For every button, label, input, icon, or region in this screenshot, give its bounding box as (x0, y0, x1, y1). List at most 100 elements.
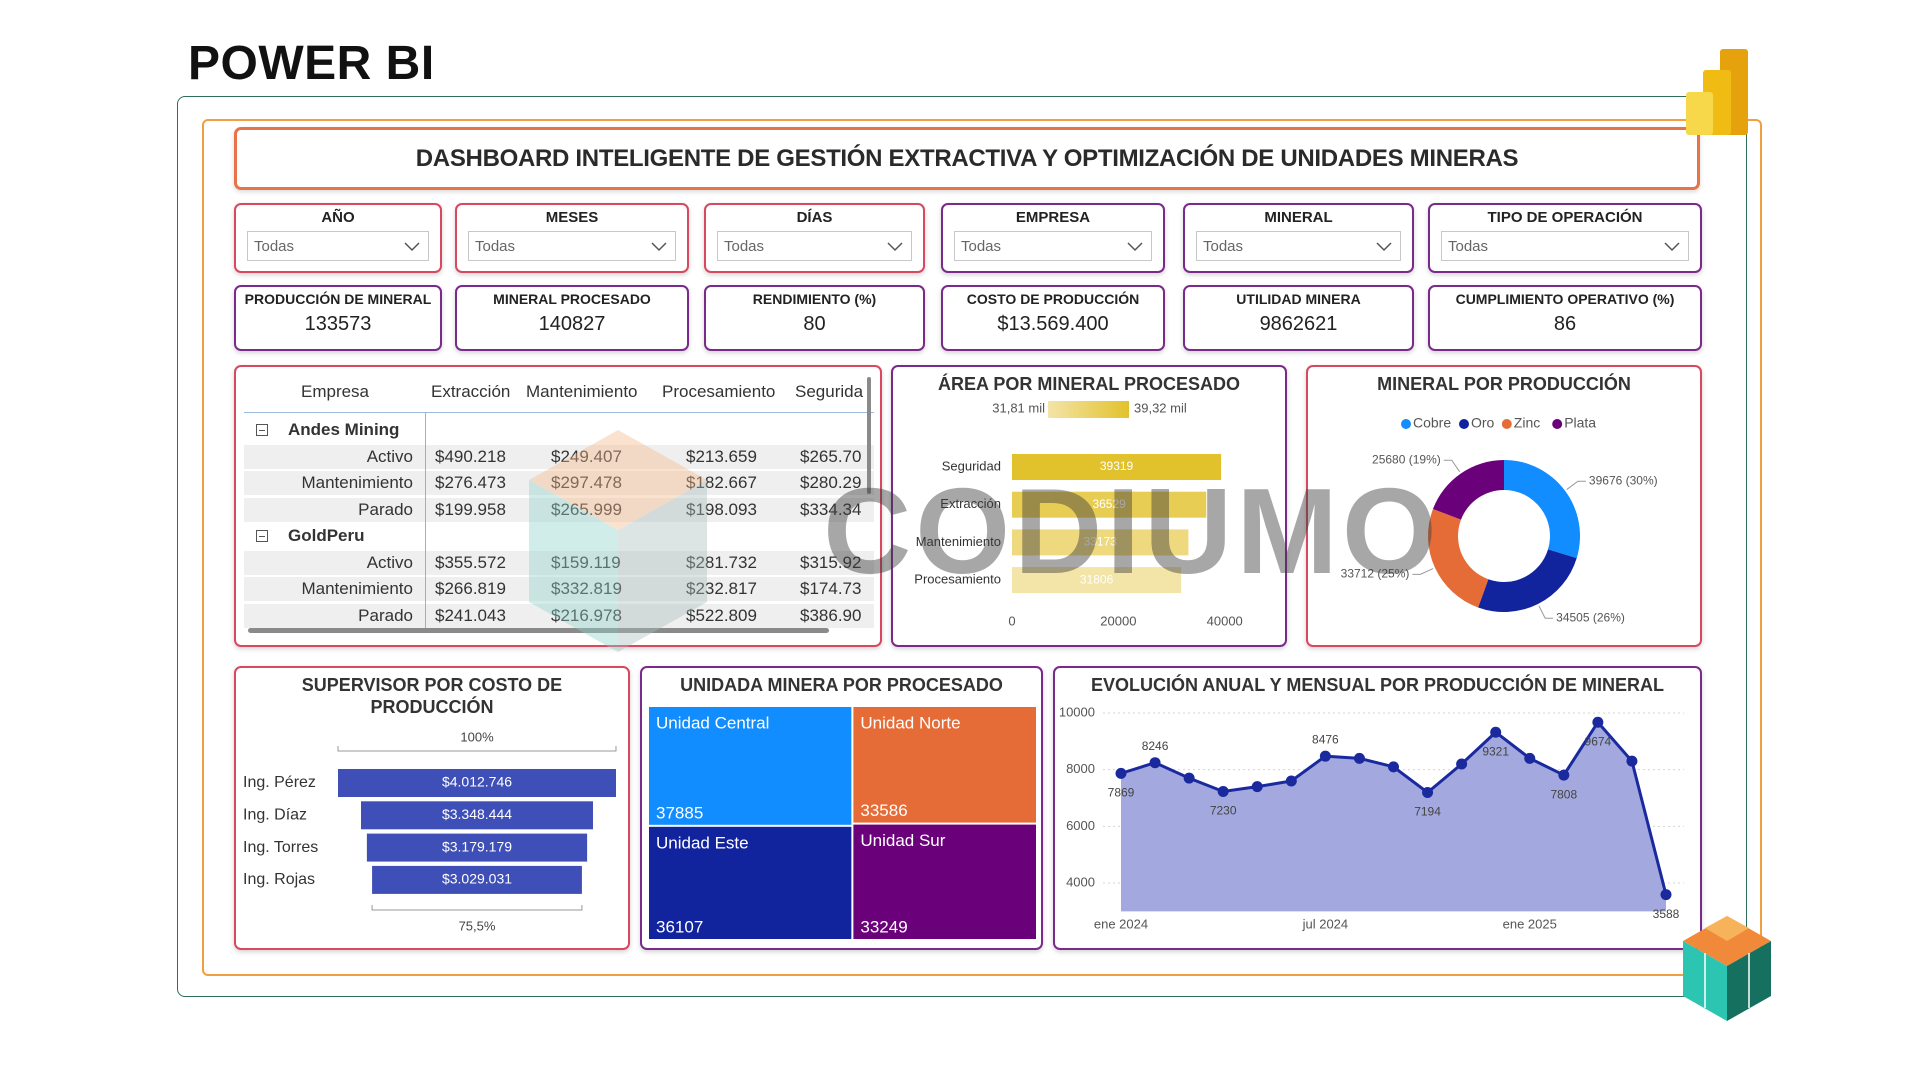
scale-max-label: 39,32 mil (1134, 400, 1187, 415)
point (1626, 755, 1638, 767)
table-cell: $198.093 (686, 499, 757, 519)
legend-marker (1459, 419, 1469, 429)
table-cell: $199.958 (435, 499, 506, 519)
category-label: Ing. Pérez (243, 774, 316, 791)
kpi-value: $13.569.400 (997, 313, 1109, 335)
dropdown-chevron (1376, 242, 1392, 252)
dropdown-chevron (404, 242, 420, 252)
chart: Unidad Central 37885 Unidad Este 36107 Unida… (649, 707, 1036, 939)
treemap-tile (649, 826, 852, 939)
data-label: $3.029.031 (442, 871, 512, 887)
chart-title: EVOLUCIÓN ANUAL Y MENSUAL POR PRODUCCIÓN… (1090, 675, 1665, 695)
tile-label: Unidad Este (656, 833, 749, 852)
donut-slice (1428, 509, 1489, 608)
title-box: DASHBOARD INTELIGENTE DE GESTIÓN EXTRACT… (234, 127, 1700, 190)
column-divider (425, 412, 426, 629)
kpi-value: 86 (1553, 313, 1577, 335)
row-band (244, 497, 874, 522)
x-tick-label: 20000 (1100, 613, 1136, 628)
filter-card: TIPO DE OPERACIÓN Todas (1428, 203, 1702, 273)
kpi-card: PRODUCCIÓN DE MINERAL 133573 (234, 285, 442, 351)
donut-slice (1478, 549, 1577, 612)
chart-card: Unidad Central 37885 Unidad Este 36107 Unida… (640, 666, 1043, 950)
row-label: Mantenimiento (301, 473, 413, 492)
data-label: $4.012.746 (442, 774, 512, 790)
table-cell: $174.73 (800, 579, 862, 598)
filter-card: MINERAL Todas (1183, 203, 1414, 273)
funnel-bottom-label: 75,5% (459, 918, 496, 933)
chart-card: 4000 6000 8000 10000 ene 2024 jul 2024 ene 202… (1053, 666, 1702, 950)
kpi-card: COSTO DE PRODUCCIÓN $13.569.400 (941, 285, 1165, 351)
leader-line (1566, 480, 1586, 490)
kpi-card: RENDIMIENTO (%) 80 (704, 285, 925, 351)
category-label: Ing. Rojas (243, 871, 315, 888)
point (1456, 758, 1468, 770)
row-band (244, 603, 874, 628)
scale-bar (1048, 401, 1129, 418)
table-cell: $265.70 (800, 446, 862, 466)
table-cell: $297.478 (551, 473, 622, 492)
treemap-tile (649, 707, 852, 825)
kpi-label: COSTO DE PRODUCCIÓN (966, 291, 1140, 307)
column-header: Mantenimiento (526, 382, 638, 401)
filter-label: MESES (545, 209, 599, 226)
legend-label: Zinc (1514, 415, 1540, 431)
tile-label: Unidad Central (656, 713, 769, 732)
filter-value: Todas (1448, 238, 1489, 255)
group-name: GoldPeru (288, 526, 365, 545)
chart-card: 100% Ing. Pérez $4.012.746 Ing. Díaz $3.348.… (234, 666, 630, 950)
page-title: POWER BI (188, 37, 435, 90)
category-label: Procesamiento (914, 572, 1001, 587)
row-label: Activo (366, 446, 413, 466)
filter-label: DÍAS (796, 209, 833, 226)
dropdown-chevron (1127, 242, 1143, 252)
table-cell: $266.819 (435, 579, 506, 598)
funnel-bar (361, 801, 593, 830)
row-band (244, 471, 874, 495)
kpi-card: MINERAL PROCESADO 140827 (455, 285, 689, 351)
data-label: 3588 (1653, 907, 1680, 921)
chart-card: Cobre Oro Zinc Plata 39676 (30%) 34505 (26%) 3… (1306, 365, 1702, 647)
filter-dropdown[interactable]: Todas (1441, 231, 1689, 261)
filter-dropdown[interactable]: Todas (954, 231, 1152, 261)
inner-frame (202, 119, 1762, 976)
chart-title: MINERAL POR PRODUCCIÓN (1377, 374, 1631, 394)
point (1285, 775, 1297, 787)
table-cell: $490.218 (435, 446, 506, 466)
data-label: 33173 (1084, 535, 1118, 549)
column-header: Empresa (300, 382, 370, 401)
x-tick-label: ene 2025 (1503, 916, 1557, 931)
h-scrollbar[interactable] (248, 628, 829, 633)
collapse-icon[interactable] (256, 530, 268, 542)
data-label: $3.348.444 (442, 806, 512, 822)
collapse-icon[interactable] (256, 424, 268, 436)
point (1388, 761, 1399, 773)
group-name: Andes Mining (288, 420, 400, 439)
filter-card: EMPRESA Todas (941, 203, 1165, 273)
data-label: 25680 (19%) (1372, 452, 1441, 466)
filter-label: MINERAL (1264, 209, 1333, 226)
filter-dropdown[interactable]: Todas (468, 231, 676, 261)
filter-label: EMPRESA (1015, 209, 1091, 226)
point (1319, 750, 1331, 762)
bracket (371, 905, 583, 911)
chart-card: 0 20000 40000 31,81 mil 39,32 mil Seguridad 39… (891, 365, 1287, 647)
kpi-card: UTILIDAD MINERA 9862621 (1183, 285, 1414, 351)
filter-dropdown[interactable]: Todas (247, 231, 429, 261)
tile-value: 33249 (860, 917, 907, 936)
category-label: Extracción (940, 496, 1001, 511)
row-label: Parado (358, 499, 413, 519)
filter-dropdown[interactable]: Todas (1196, 231, 1401, 261)
tile-value: 37885 (656, 803, 703, 822)
v-scrollbar[interactable] (867, 377, 871, 494)
row-band (244, 444, 874, 469)
kpi-value: 80 (803, 313, 826, 335)
filter-value: Todas (1203, 238, 1244, 255)
bar (1012, 529, 1189, 556)
data-label: $3.179.179 (442, 838, 512, 854)
legend-marker (1552, 419, 1563, 429)
legend-marker (1501, 419, 1512, 429)
filter-dropdown[interactable]: Todas (717, 231, 912, 261)
bar (1012, 567, 1182, 594)
column-header: Procesamiento (662, 382, 776, 401)
